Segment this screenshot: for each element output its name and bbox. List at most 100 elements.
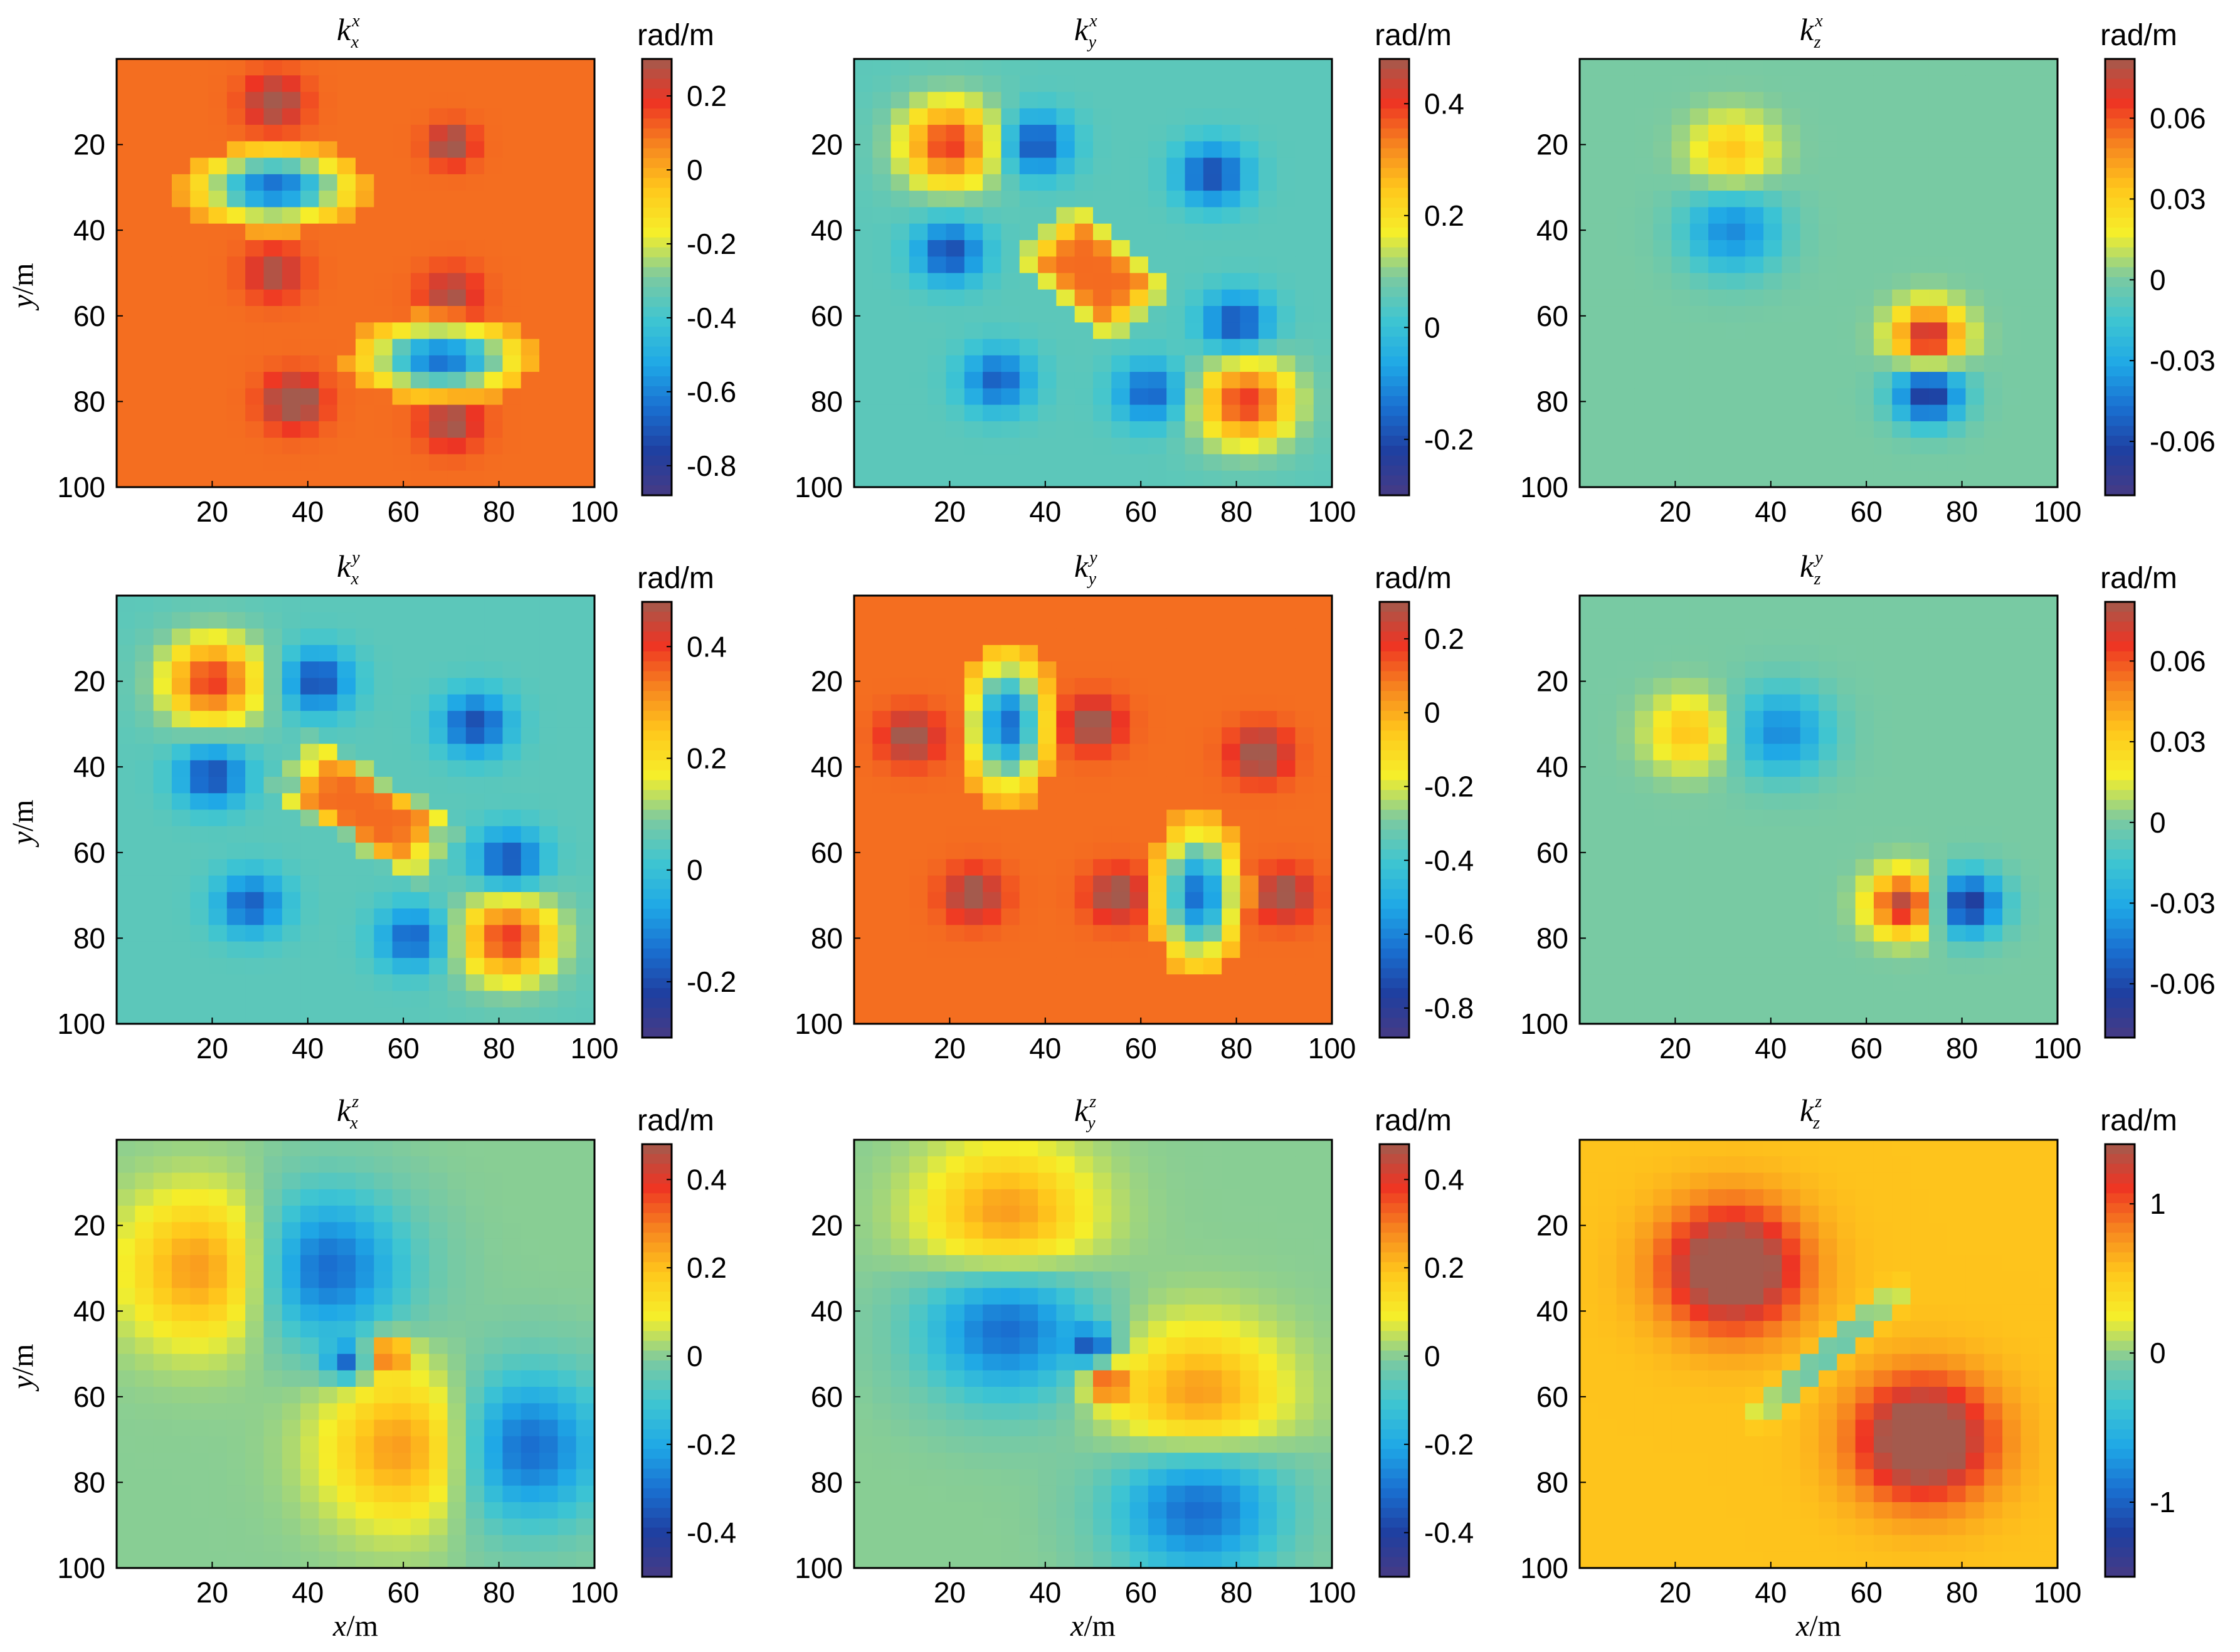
heatmap-cell — [1222, 826, 1241, 843]
heatmap-cell — [502, 1403, 522, 1421]
heatmap-cell — [1689, 92, 1709, 109]
heatmap-cell — [374, 438, 393, 455]
heatmap-cell — [2039, 1007, 2058, 1024]
heatmap-cell — [226, 727, 246, 745]
heatmap-cell — [2021, 289, 2040, 307]
heatmap-cell — [1580, 108, 1598, 125]
heatmap-cell — [1313, 339, 1333, 356]
heatmap-cell — [1726, 661, 1746, 678]
heatmap-cell — [1580, 256, 1598, 274]
heatmap-cell — [282, 974, 301, 992]
heatmap-cell — [208, 644, 228, 662]
heatmap-cell — [1295, 454, 1314, 471]
heatmap-cell — [1634, 859, 1654, 876]
heatmap-cell — [520, 1387, 540, 1404]
heatmap-cell — [964, 957, 983, 975]
heatmap-cell — [1598, 612, 1617, 629]
heatmap-cell — [1819, 694, 1837, 712]
heatmap-cell — [1598, 678, 1617, 695]
heatmap-cell — [374, 1288, 393, 1305]
heatmap-cell — [1984, 859, 2003, 876]
heatmap-cell — [171, 1370, 191, 1387]
heatmap-cell — [1763, 727, 1782, 745]
heatmap-cell — [117, 908, 135, 925]
heatmap-cell — [1111, 75, 1131, 93]
heatmap-cell — [447, 239, 467, 257]
heatmap-cell — [927, 826, 947, 843]
heatmap-cell — [1038, 678, 1057, 695]
colorbar-segment — [2105, 267, 2135, 278]
heatmap-cell — [337, 974, 356, 992]
heatmap-cell — [1222, 174, 1241, 191]
heatmap-cell — [964, 809, 983, 827]
heatmap-cell — [1222, 661, 1241, 678]
heatmap-cell — [539, 809, 558, 827]
heatmap-cell — [1258, 289, 1277, 307]
heatmap-cell — [983, 974, 1002, 992]
heatmap-cell — [117, 223, 135, 241]
heatmap-cell — [1148, 75, 1167, 93]
heatmap-cell — [557, 1222, 577, 1239]
heatmap-cell — [1203, 612, 1222, 629]
heatmap-cell — [946, 760, 965, 777]
heatmap-cell — [1892, 644, 1911, 662]
heatmap-cell — [1965, 793, 1985, 811]
heatmap-cell — [429, 108, 448, 125]
heatmap-cell — [171, 1007, 191, 1024]
heatmap-cell — [872, 174, 892, 191]
heatmap-cell — [245, 1304, 265, 1322]
heatmap-cell — [1689, 760, 1709, 777]
heatmap-cell — [1074, 273, 1094, 290]
heatmap-cell — [502, 1206, 522, 1223]
heatmap-cell — [208, 957, 228, 975]
heatmap-cell — [2002, 875, 2021, 893]
heatmap-cell — [854, 355, 873, 372]
heatmap-cell — [927, 108, 947, 125]
heatmap-cell — [1947, 289, 1967, 307]
heatmap-cell — [1203, 289, 1222, 307]
heatmap-cell — [1763, 223, 1782, 241]
heatmap-cell — [1019, 941, 1038, 959]
heatmap-cell — [2039, 157, 2058, 175]
heatmap-cell — [1965, 157, 1985, 175]
heatmap-cell — [1892, 710, 1911, 728]
heatmap-cell — [1947, 809, 1967, 827]
heatmap-cell — [1277, 339, 1296, 356]
heatmap-cell — [447, 744, 467, 761]
heatmap-cell — [1855, 908, 1874, 925]
heatmap-cell — [2039, 941, 2058, 959]
x-tick-label: 80 — [1220, 1032, 1252, 1065]
heatmap-cell — [1277, 1007, 1296, 1024]
heatmap-cell — [1819, 941, 1837, 959]
heatmap-cell — [263, 372, 283, 389]
heatmap-cell — [1240, 438, 1259, 455]
colorbar-segment — [2105, 968, 2135, 979]
heatmap-cell — [208, 826, 228, 843]
heatmap-cell — [890, 809, 910, 827]
heatmap-cell — [1726, 372, 1746, 389]
heatmap-cell — [153, 421, 172, 438]
heatmap-cell — [890, 826, 910, 843]
heatmap-cell — [226, 256, 246, 274]
heatmap-cell — [1708, 75, 1728, 93]
heatmap-cell — [1763, 355, 1782, 372]
heatmap-cell — [356, 991, 374, 1008]
heatmap-cell — [1616, 727, 1635, 745]
heatmap-cell — [282, 957, 301, 975]
heatmap-cell — [1185, 59, 1204, 76]
heatmap-cell — [576, 809, 595, 827]
colorbar-tick-label: 0.4 — [1424, 87, 1464, 120]
heatmap-cell — [263, 974, 283, 992]
heatmap-cell — [557, 256, 577, 274]
heatmap-cell — [520, 256, 540, 274]
heatmap-cell — [890, 125, 910, 142]
colorbar-segment — [1380, 247, 1409, 258]
heatmap-cell — [465, 644, 485, 662]
heatmap-cell — [2021, 875, 2040, 893]
heatmap-cell — [392, 207, 411, 224]
heatmap-cell — [117, 678, 135, 695]
heatmap-cell — [1689, 207, 1709, 224]
heatmap-cell — [190, 223, 209, 241]
heatmap-cell — [1185, 941, 1204, 959]
heatmap-cell — [429, 1337, 448, 1355]
